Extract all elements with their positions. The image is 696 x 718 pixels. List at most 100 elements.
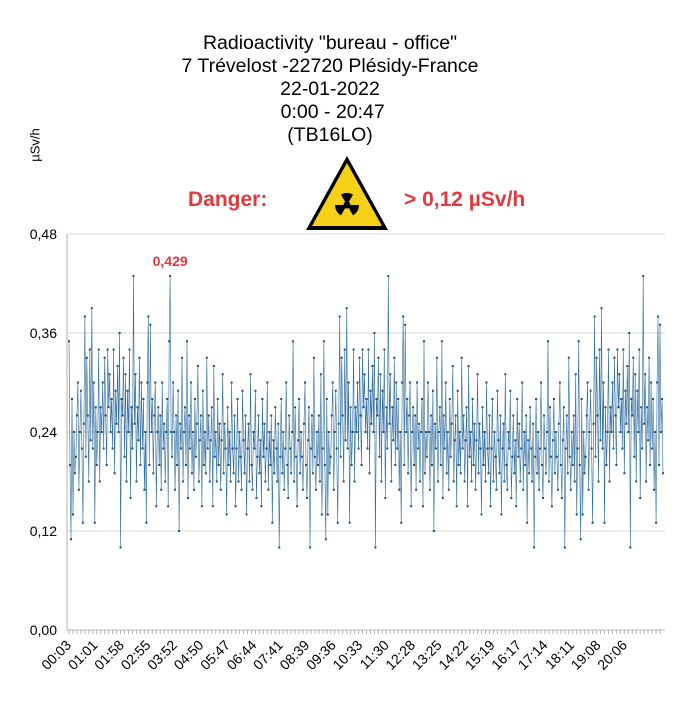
data-point xyxy=(402,315,405,318)
data-point xyxy=(269,464,272,466)
data-point xyxy=(543,447,546,450)
data-point xyxy=(105,464,108,466)
data-point xyxy=(549,455,552,458)
x-tick-label: 00:03 xyxy=(38,637,74,673)
data-point xyxy=(314,488,317,491)
data-point xyxy=(277,422,280,425)
data-point xyxy=(494,455,497,458)
data-point xyxy=(626,365,629,367)
data-point xyxy=(597,480,600,483)
data-point xyxy=(654,431,657,433)
data-point xyxy=(200,505,203,508)
data-point xyxy=(152,472,155,475)
data-point xyxy=(403,464,406,466)
data-point xyxy=(198,439,201,442)
data-point xyxy=(396,447,399,450)
data-point xyxy=(82,422,85,425)
data-point xyxy=(311,472,314,475)
data-point xyxy=(463,480,466,483)
data-point xyxy=(406,398,409,400)
data-point xyxy=(387,275,390,278)
data-point xyxy=(178,530,181,532)
data-point xyxy=(120,398,123,400)
title-line-1: Radioactivity "bureau - office" xyxy=(202,32,458,54)
data-point xyxy=(405,431,408,433)
data-point xyxy=(547,480,550,483)
data-point xyxy=(585,414,588,417)
data-point xyxy=(657,315,660,318)
data-point xyxy=(295,455,298,458)
data-point xyxy=(422,505,425,508)
data-point xyxy=(140,381,143,384)
data-point xyxy=(451,365,454,367)
data-point xyxy=(243,472,246,475)
data-point xyxy=(194,455,197,458)
data-point xyxy=(142,398,145,400)
data-point xyxy=(633,455,636,458)
data-point xyxy=(205,356,208,359)
data-point xyxy=(304,381,307,384)
data-point xyxy=(617,406,620,409)
x-tick-label: 02:55 xyxy=(117,637,153,673)
data-point xyxy=(584,455,587,458)
data-point xyxy=(290,472,293,475)
data-point xyxy=(366,447,369,450)
data-point xyxy=(116,365,119,367)
data-point xyxy=(571,464,574,466)
data-point xyxy=(203,431,206,433)
data-point xyxy=(631,414,634,417)
data-point xyxy=(537,431,540,433)
data-point xyxy=(570,431,573,433)
data-point xyxy=(478,422,481,425)
data-point xyxy=(226,406,229,409)
data-point xyxy=(410,505,413,508)
data-point xyxy=(593,315,596,318)
data-point xyxy=(532,422,535,425)
data-point xyxy=(163,422,166,425)
data-point xyxy=(392,439,395,442)
data-point xyxy=(476,373,479,376)
data-point xyxy=(117,431,120,433)
data-point xyxy=(222,472,225,475)
data-point xyxy=(500,513,503,516)
data-point xyxy=(305,464,308,466)
data-point xyxy=(164,480,167,483)
data-point xyxy=(645,480,648,483)
data-point xyxy=(336,521,339,524)
data-point xyxy=(75,414,78,417)
data-point xyxy=(71,513,74,516)
data-point xyxy=(354,406,357,409)
y-tick-label: 0,12 xyxy=(30,523,57,539)
data-point xyxy=(639,497,642,499)
data-point xyxy=(384,497,387,499)
data-point xyxy=(190,472,193,475)
data-point xyxy=(560,497,563,499)
data-point xyxy=(162,447,165,450)
data-point xyxy=(650,381,653,384)
data-point xyxy=(636,389,639,392)
data-point xyxy=(191,431,194,433)
data-point xyxy=(568,455,571,458)
data-point xyxy=(644,373,647,376)
data-point xyxy=(572,414,575,417)
data-point xyxy=(132,275,135,278)
data-point xyxy=(297,439,300,442)
data-point xyxy=(619,431,622,433)
data-point xyxy=(363,373,366,376)
data-point xyxy=(460,356,463,359)
data-point xyxy=(321,447,324,450)
data-point xyxy=(294,406,297,409)
data-point xyxy=(300,431,303,433)
data-point xyxy=(562,406,565,409)
data-point xyxy=(542,497,545,499)
data-point xyxy=(524,464,527,466)
data-point xyxy=(567,356,570,359)
data-point xyxy=(101,381,104,384)
data-point xyxy=(615,464,618,466)
data-point xyxy=(249,373,252,376)
data-point xyxy=(370,422,373,425)
data-point xyxy=(464,439,467,442)
data-point xyxy=(629,546,632,549)
data-point xyxy=(376,414,379,417)
data-point xyxy=(234,505,237,508)
